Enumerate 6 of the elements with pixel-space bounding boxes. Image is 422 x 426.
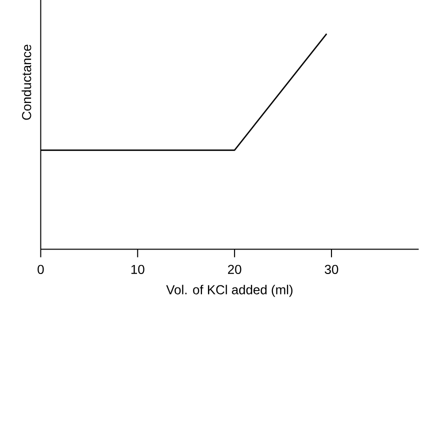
x-tick-label: 0 xyxy=(38,264,44,274)
x-axis-title: Vol. of KCl added (ml) xyxy=(166,284,292,297)
x-tick-label: 20 xyxy=(228,264,242,274)
x-tick-label: 10 xyxy=(131,264,144,274)
y-axis-title: Conductance xyxy=(22,44,32,120)
x-tick-label: 30 xyxy=(324,264,338,274)
